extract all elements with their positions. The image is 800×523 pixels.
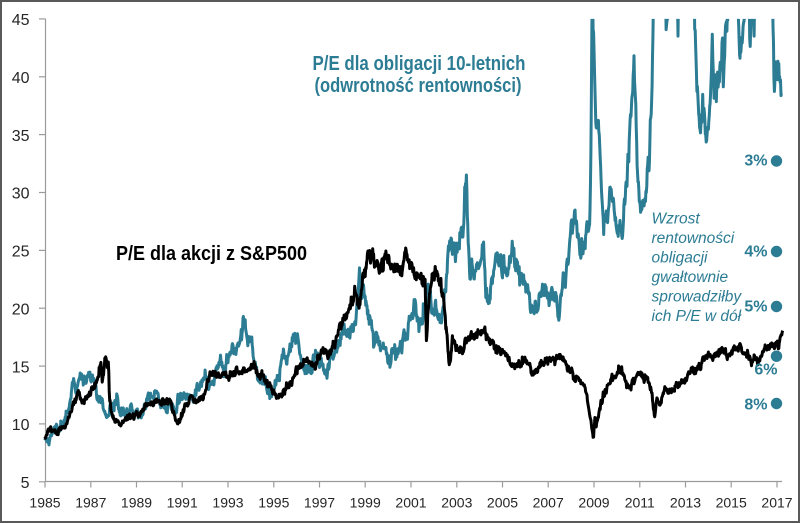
svg-text:1995: 1995 [258, 495, 289, 511]
svg-text:1993: 1993 [212, 495, 243, 511]
svg-text:1985: 1985 [29, 495, 60, 511]
svg-text:2009: 2009 [578, 495, 609, 511]
svg-text:2015: 2015 [716, 495, 747, 511]
svg-text:35: 35 [12, 128, 30, 145]
svg-text:5: 5 [21, 475, 30, 492]
svg-text:15: 15 [12, 359, 30, 376]
svg-text:2011: 2011 [625, 495, 655, 511]
svg-text:10: 10 [12, 417, 30, 434]
svg-text:30: 30 [12, 186, 30, 203]
svg-text:6%: 6% [754, 362, 777, 379]
svg-text:P/E dla akcji z S&P500: P/E dla akcji z S&P500 [116, 242, 307, 265]
svg-text:1991: 1991 [167, 495, 198, 511]
svg-text:1999: 1999 [350, 495, 381, 511]
svg-text:gwałtownie: gwałtownie [652, 269, 729, 286]
svg-text:25: 25 [12, 244, 30, 261]
svg-text:sprowadziłby: sprowadziłby [652, 289, 743, 306]
svg-text:(odwrotność rentowności): (odwrotność rentowności) [315, 74, 522, 97]
svg-text:2013: 2013 [670, 495, 701, 511]
svg-text:P/E dla obligacji 10-letnich: P/E dla obligacji 10-letnich [313, 52, 526, 75]
svg-text:1989: 1989 [121, 495, 152, 511]
svg-text:2007: 2007 [533, 495, 564, 511]
svg-text:2001: 2001 [395, 495, 426, 511]
svg-text:2003: 2003 [441, 495, 472, 511]
svg-text:8%: 8% [744, 396, 767, 413]
svg-text:40: 40 [12, 70, 30, 87]
svg-text:5%: 5% [744, 299, 767, 316]
svg-text:2005: 2005 [487, 495, 518, 511]
svg-text:2017: 2017 [761, 495, 792, 511]
svg-text:20: 20 [12, 301, 30, 318]
svg-text:3%: 3% [744, 153, 767, 170]
svg-text:4%: 4% [744, 244, 767, 261]
svg-text:1997: 1997 [304, 495, 335, 511]
svg-text:rentowności: rentowności [652, 230, 735, 247]
svg-text:1987: 1987 [75, 495, 106, 511]
svg-text:45: 45 [12, 12, 30, 29]
svg-text:ich P/E w dół: ich P/E w dół [652, 308, 742, 325]
svg-text:obligacji: obligacji [652, 250, 709, 267]
svg-text:Wzrost: Wzrost [652, 211, 701, 228]
